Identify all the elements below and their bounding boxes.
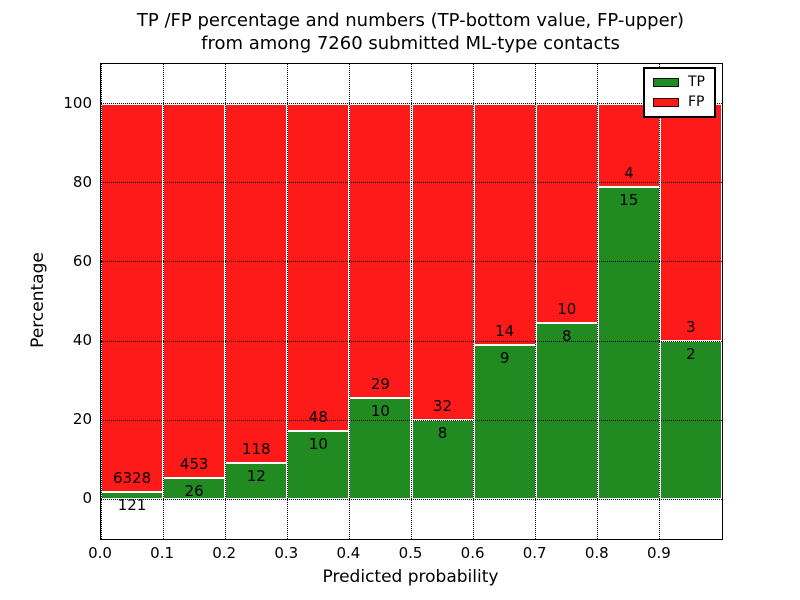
fp-count-label: 3 [686,318,696,337]
x-gridline [411,64,412,539]
fp-count-label: 14 [495,321,515,340]
bar-segment-fp [101,103,164,492]
chart-title-line1: TP /FP percentage and numbers (TP-bottom… [136,10,685,31]
y-tick-label: 60 [72,251,92,270]
bar-segment-fp [659,103,722,342]
bar-column [349,103,412,500]
legend-item-fp: FP [653,95,705,110]
bar-segment-tp [287,431,350,500]
tp-count-label: 8 [561,327,572,346]
fp-count-label: 32 [433,397,453,416]
bar-segment-fp [163,103,226,478]
tp-count-label: 9 [499,348,510,367]
fp-legend-swatch [653,98,679,107]
x-gridline [473,64,475,539]
y-tick-label: 40 [72,331,92,350]
x-tick-label: 0.1 [150,544,175,562]
bar-column [101,103,164,500]
x-tick-label: 0.5 [398,544,423,562]
tp-count-label: 15 [619,190,639,209]
bar-segment-fp [473,103,536,345]
y-tick-label: 80 [72,172,92,191]
grid-layer [100,64,722,539]
bar-segment-tp [101,491,164,500]
bar-segment-fp [225,103,288,463]
bar-count-labels-layer: 6328 121 453 26 118 12 48 10 29 10 32 8 14 9 10 8 4 15 3 2 [101,64,722,539]
tp-count-label: 12 [246,466,266,485]
tp-count-label: 10 [370,401,390,420]
fp-count-label: 453 [179,454,209,473]
bar-segment-tp [411,420,474,500]
x-tick-label: 0.2 [212,544,237,562]
x-tick-label: 0.9 [646,544,671,562]
x-gridline [286,64,288,539]
bar-column [225,103,288,500]
fp-count-label: 48 [308,408,328,427]
tp-count-label: 121 [117,495,147,514]
x-axis-label: Predicted probability [322,567,499,587]
bar-segment-fp [287,103,350,432]
chart-title: TP /FP percentage and numbers (TP-bottom… [100,9,721,55]
x-gridline [659,64,661,539]
tp-legend-swatch [653,78,679,87]
bar-column [597,103,660,500]
fp-legend-label: FP [688,94,705,110]
plot-area: 6328 121 453 26 118 12 48 10 29 10 32 8 14 9 10 8 4 15 3 2 … [100,63,723,540]
bar-segment-fp [597,103,660,187]
x-gridline [100,64,102,539]
tp-count-label: 26 [184,481,204,500]
bar-segment-tp [535,323,598,500]
bar-segment-tp [597,186,660,500]
x-tick-label: 0.3 [274,544,299,562]
tp-count-label: 10 [308,435,328,454]
fp-count-label: 118 [241,439,271,458]
bar-column [535,103,598,500]
bar-column [163,103,226,500]
tp-count-label: 8 [437,424,448,443]
bar-segment-fp [349,103,412,398]
x-gridline [162,64,164,539]
legend-item-tp: TP [653,75,705,90]
fp-count-label: 29 [370,374,390,393]
y-tick-label: 20 [72,410,92,429]
bar-column [473,103,536,500]
x-gridline [224,64,226,539]
bar-segment-fp [535,103,598,324]
x-gridline [348,64,350,539]
y-tick-label: 100 [63,93,92,112]
x-tick-label: 0.8 [584,544,609,562]
legend: TP FP [643,67,716,118]
fp-count-label: 4 [624,163,634,182]
bar-segment-tp [163,477,226,500]
fp-count-label: 10 [557,300,577,319]
bar-column [287,103,350,500]
x-tick-label: 0.0 [88,544,112,562]
x-tick-label: 0.7 [522,544,547,562]
tp-count-label: 2 [686,345,696,364]
y-tick-label: 0 [82,489,92,508]
x-gridline [535,64,537,539]
bar-segment-tp [349,397,412,500]
x-tick-label: 0.4 [336,544,361,562]
tp-legend-label: TP [688,74,705,90]
x-tick-label: 0.6 [460,544,485,562]
x-gridline [597,64,599,539]
chart-title-line2: from among 7260 submitted ML-type contac… [201,33,620,54]
fp-count-label: 6328 [112,468,152,487]
